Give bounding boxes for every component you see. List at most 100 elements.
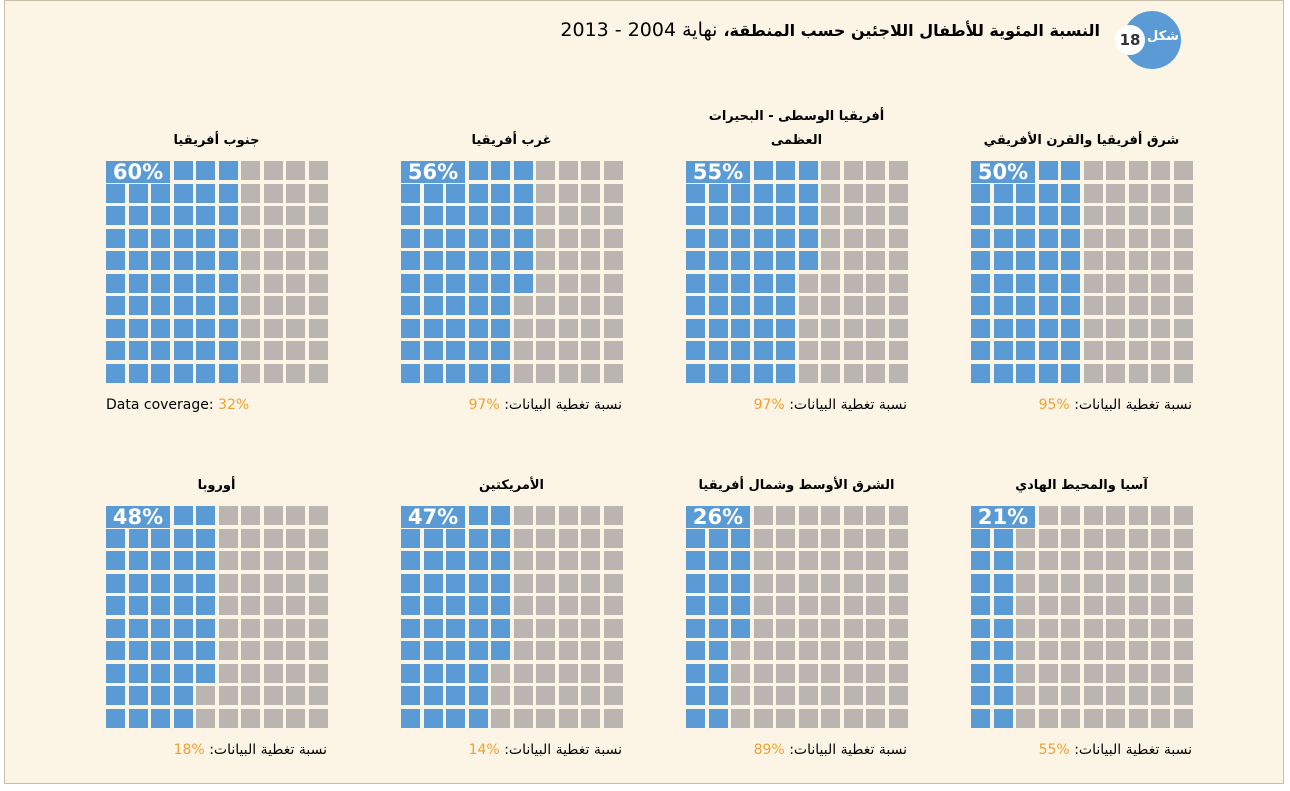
waffle-cell [128,341,148,360]
percent-label: 47% [401,506,465,528]
waffle-cell [446,318,465,338]
waffle-cell [776,341,795,360]
waffle-cell [686,183,705,203]
waffle-cell [423,296,443,315]
waffle-cell [401,686,420,705]
waffle-cell [971,363,990,383]
waffle-cell [798,641,818,660]
waffle-cell [423,641,443,660]
waffle-cell [888,318,908,338]
coverage-text: نسبة تغطية البيانات: [789,397,907,413]
waffle-cell [843,228,863,248]
waffle-cell [686,708,705,728]
coverage-text: Data coverage: [106,397,214,413]
waffle-cell [731,296,750,315]
waffle-cell [558,528,578,548]
waffle-cell [491,183,510,203]
waffle-cell [581,596,600,615]
waffle-cell [971,596,990,615]
waffle-cell [603,296,623,315]
percent-label: 60% [106,161,170,183]
waffle-cell [753,573,773,593]
waffle-cell [558,161,578,180]
waffle-cell [1151,618,1170,638]
waffle-cell [1128,183,1148,203]
waffle-cell [1151,161,1170,180]
waffle-cell [1173,206,1193,225]
waffle-cell [731,363,750,383]
waffle-cell [843,206,863,225]
waffle-cell [603,506,623,525]
waffle-cell [196,506,215,525]
waffle-cell [866,251,885,270]
waffle-cell [821,506,840,525]
coverage: نسبة تغطية البيانات: 18% [87,742,327,758]
waffle-cell [581,206,600,225]
badge-number: 18 [1115,25,1145,55]
waffle-cell [1106,251,1125,270]
waffle-cell [423,551,443,570]
waffle-cell [708,251,728,270]
waffle-cell [776,551,795,570]
waffle-cell [196,596,215,615]
waffle-cell [581,528,600,548]
waffle-cell [821,528,840,548]
waffle-cell [106,206,125,225]
waffle-cell [686,206,705,225]
waffle-cell [776,596,795,615]
waffle-cell [1106,363,1125,383]
waffle-cell [1061,641,1080,660]
waffle-cell [993,618,1013,638]
waffle-cell [423,573,443,593]
waffle-cell [866,596,885,615]
waffle-cell [821,161,840,180]
waffle-cell [196,318,215,338]
waffle-cell [1106,296,1125,315]
waffle-cell [798,686,818,705]
waffle-cell [196,341,215,360]
waffle-cell [106,296,125,315]
coverage-value: 14% [468,742,500,758]
waffle-cell [263,341,283,360]
waffle-cell [603,228,623,248]
waffle-cell [1061,618,1080,638]
waffle-cell [798,183,818,203]
waffle-cell [708,206,728,225]
waffle-cell [106,528,125,548]
waffle-cell [971,228,990,248]
waffle-cell [776,663,795,683]
waffle-cell [1151,686,1170,705]
percent-label: 56% [401,161,465,183]
waffle-cell [1106,573,1125,593]
waffle-cell [558,573,578,593]
waffle-cell [106,551,125,570]
waffle-cell [308,183,328,203]
waffle-cell [513,551,533,570]
coverage: نسبة تغطية البيانات: 95% [952,397,1192,413]
waffle-cell [776,228,795,248]
waffle-cell [491,708,510,728]
waffle-cell [513,641,533,660]
waffle-cell [1083,206,1103,225]
waffle-cell [1151,251,1170,270]
waffle-cell [753,206,773,225]
waffle-cell [286,251,305,270]
waffle-cell [821,618,840,638]
panel-title: آسيا والمحيط الهادي [1015,478,1148,493]
waffle-cell [308,596,328,615]
waffle-cell [446,551,465,570]
waffle-cell [558,618,578,638]
waffle-cell [776,708,795,728]
waffle-cell [866,618,885,638]
waffle-cell [308,708,328,728]
waffle-cell [1038,506,1058,525]
waffle-cell [581,183,600,203]
waffle-cell [753,551,773,570]
waffle-cell [1106,641,1125,660]
waffle-cell [1038,206,1058,225]
waffle-cell [263,183,283,203]
waffle-cell [1016,618,1035,638]
waffle-cell [731,618,750,638]
waffle-cell [686,596,705,615]
waffle-cell [1106,206,1125,225]
